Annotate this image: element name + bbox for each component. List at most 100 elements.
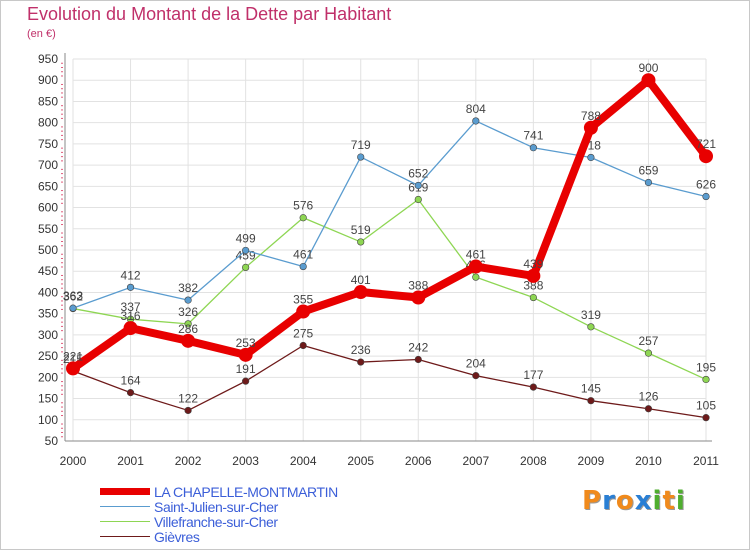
- x-tick-label: 2010: [635, 454, 662, 468]
- data-label: 519: [351, 223, 371, 237]
- data-label: 439: [523, 257, 543, 271]
- data-point: [644, 405, 653, 413]
- x-tick-label: 2007: [462, 454, 489, 468]
- data-label: 900: [638, 61, 658, 75]
- data-label: 659: [638, 164, 658, 178]
- data-label: 319: [581, 308, 601, 322]
- data-label: 164: [121, 374, 141, 388]
- logo-letter: x: [634, 486, 653, 516]
- y-tick-label: 50: [45, 434, 59, 448]
- data-label: 326: [178, 305, 198, 319]
- data-point: [296, 304, 311, 319]
- y-tick-label: 800: [38, 116, 58, 130]
- x-tick-label: 2001: [117, 454, 144, 468]
- y-tick-label: 400: [38, 285, 58, 299]
- data-label: 177: [523, 368, 543, 382]
- x-tick-label: 2008: [520, 454, 547, 468]
- logo-letter: r: [602, 486, 616, 516]
- logo-letter: o: [615, 486, 635, 516]
- data-point: [357, 153, 365, 161]
- data-label: 719: [351, 138, 371, 152]
- data-point: [529, 293, 537, 302]
- data-point: [123, 321, 138, 336]
- series-line: [72, 120, 707, 309]
- data-point: [587, 153, 595, 162]
- data-point: [126, 283, 135, 291]
- logo-letter: i: [652, 486, 663, 516]
- chart-unit: (en €): [27, 28, 56, 40]
- data-label: 626: [696, 178, 716, 192]
- y-tick-label: 450: [38, 264, 58, 278]
- data-point: [587, 397, 595, 405]
- data-label: 652: [408, 166, 428, 180]
- data-label: 576: [293, 199, 313, 213]
- data-point: [702, 414, 710, 422]
- data-point: [472, 372, 480, 380]
- logo-letter: t: [662, 486, 676, 516]
- data-label: 236: [351, 343, 371, 357]
- data-label: 461: [293, 248, 313, 262]
- data-label: 804: [466, 102, 486, 116]
- legend-label: Saint-Julien-sur-Cher: [154, 499, 278, 515]
- data-point: [184, 406, 192, 415]
- data-label: 126: [638, 390, 658, 404]
- y-tick-label: 850: [38, 94, 58, 108]
- data-point: [472, 273, 480, 281]
- y-tick-label: 200: [38, 370, 58, 384]
- legend-label: Villefranche-sur-Cher: [154, 514, 278, 530]
- data-point: [411, 290, 426, 305]
- data-label: 362: [63, 290, 83, 304]
- data-label: 105: [696, 399, 716, 413]
- data-label: 741: [523, 129, 543, 143]
- data-point: [299, 341, 307, 350]
- data-point: [702, 192, 710, 201]
- x-tick-label: 2011: [693, 454, 719, 468]
- data-point: [529, 383, 537, 391]
- data-point: [299, 214, 307, 222]
- y-tick-label: 700: [38, 158, 58, 172]
- y-tick-label: 500: [38, 243, 58, 257]
- data-point: [472, 117, 480, 125]
- y-tick-label: 950: [38, 52, 58, 66]
- data-label: 191: [236, 362, 256, 376]
- data-point: [641, 73, 656, 88]
- x-tick-label: 2002: [175, 454, 202, 468]
- series-line: [72, 344, 707, 419]
- data-point: [414, 181, 422, 190]
- series-line: [72, 198, 707, 381]
- data-point: [184, 296, 192, 304]
- data-label: 242: [408, 341, 428, 355]
- logo-letter: i: [675, 486, 686, 516]
- data-label: 253: [236, 336, 256, 350]
- y-tick-label: 550: [38, 222, 58, 236]
- y-tick-label: 600: [38, 201, 58, 215]
- data-point: [583, 120, 598, 135]
- data-point: [644, 178, 653, 187]
- logo-letter: P: [582, 486, 603, 516]
- data-label: 388: [408, 279, 428, 293]
- x-tick-label: 2009: [578, 454, 605, 468]
- data-point: [353, 285, 368, 300]
- data-point: [181, 333, 196, 348]
- legend-swatch: [100, 536, 150, 537]
- x-tick-label: 2005: [347, 454, 374, 468]
- x-tick-label: 2004: [290, 454, 317, 468]
- series-line: [69, 76, 710, 373]
- data-point: [126, 389, 135, 397]
- legend-swatch: [100, 506, 150, 507]
- data-label: 382: [178, 281, 198, 295]
- data-label: 122: [178, 391, 198, 405]
- data-point: [702, 375, 710, 384]
- data-label: 355: [293, 293, 313, 307]
- data-point: [357, 238, 365, 246]
- data-label: 363: [63, 289, 83, 303]
- legend-label: Gièvres: [154, 529, 200, 545]
- data-label: 337: [121, 300, 141, 314]
- data-label: 286: [178, 322, 198, 336]
- line-chart: 50 100 150 200 250 300 350 400 450 500 550 600 650 70…: [38, 52, 719, 468]
- data-label: 499: [236, 231, 256, 245]
- x-tick-label: 2003: [232, 454, 259, 468]
- y-tick-label: 150: [38, 392, 58, 406]
- data-label: 145: [581, 382, 601, 396]
